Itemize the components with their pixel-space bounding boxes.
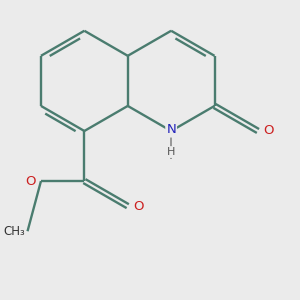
Text: H: H — [167, 147, 175, 157]
Text: O: O — [263, 124, 274, 137]
Text: CH₃: CH₃ — [3, 225, 25, 238]
Text: O: O — [26, 175, 36, 188]
Text: N: N — [166, 124, 176, 136]
Text: O: O — [133, 200, 143, 213]
